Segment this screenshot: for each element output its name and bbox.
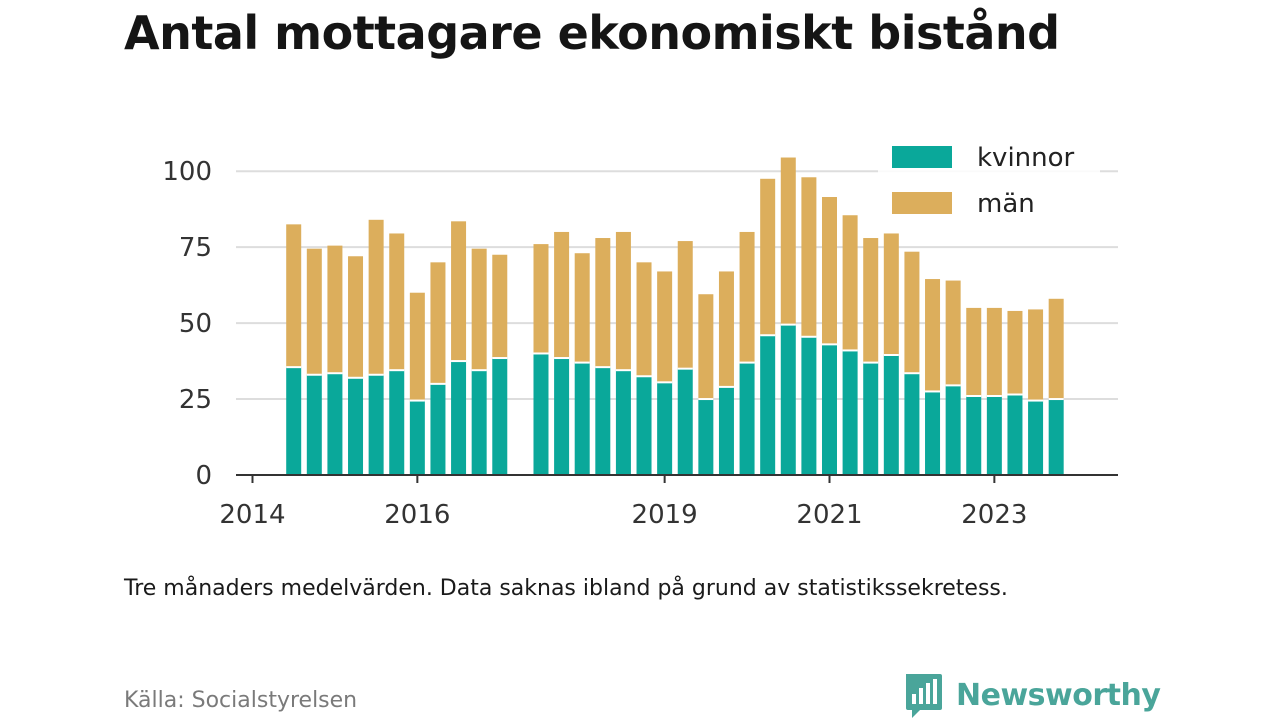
bar-kvinnor [739,362,755,475]
bar-kvinnor [554,358,570,475]
bar-man [842,215,858,351]
legend-label-man: män [977,189,1035,219]
chart-note: Tre månaders medelvärden. Data saknas ib… [124,576,1008,601]
bar-man [554,231,570,359]
legend-swatch-kvinnor [892,146,952,168]
bar-man [492,254,508,359]
bar-kvinnor [1007,394,1023,475]
bar-kvinnor [904,373,920,475]
bar-man [698,294,714,400]
brand-name: Newsworthy [956,677,1161,713]
bar-kvinnor [677,368,693,475]
bar-kvinnor [966,396,982,475]
bar-man [1048,298,1064,400]
bar-man [471,248,487,371]
bar-kvinnor [863,362,879,475]
bar-man [430,262,446,384]
bar-kvinnor [533,353,549,475]
bar-man [389,233,405,371]
chart-title: Antal mottagare ekonomiskt bistånd [124,6,1060,60]
brand-logo[interactable]: Newsworthy [902,670,1161,720]
bar-kvinnor [801,336,817,475]
bar-man [801,177,817,337]
bar-kvinnor [718,386,734,475]
bar-kvinnor [615,370,631,475]
bar-man [677,241,693,369]
bar-kvinnor [986,396,1002,475]
bar-kvinnor [327,373,343,475]
bar-man [657,271,673,383]
bar-man [883,233,899,355]
bar-kvinnor [657,382,673,475]
bar-kvinnor [389,370,405,475]
bar-kvinnor [306,374,322,475]
bar-man [533,244,549,354]
y-tick-label: 100 [162,157,212,187]
source-label: Källa: Socialstyrelsen [124,688,358,713]
bar-man [286,224,302,368]
bar-kvinnor [574,362,590,475]
bar-kvinnor [842,350,858,475]
bar-kvinnor [430,383,446,475]
bar-man [925,279,941,392]
bar-kvinnor [595,367,611,475]
legend-swatch-man [892,192,952,214]
bar-kvinnor [760,335,776,475]
bar-kvinnor [698,399,714,475]
bar-kvinnor [451,361,467,475]
x-tick-label: 2019 [632,500,698,530]
bar-kvinnor [368,374,384,475]
bar-kvinnor [945,385,961,475]
bar-kvinnor [409,400,425,475]
x-tick-label: 2023 [961,500,1027,530]
bar-man [327,245,343,374]
bar-man [986,307,1002,397]
bar-kvinnor [286,367,302,475]
bar-man [306,248,322,375]
bar-man [718,271,734,387]
bar-kvinnor [821,344,837,475]
bar-kvinnor [471,370,487,475]
bar-man [904,251,920,374]
bar-kvinnor [1028,400,1044,475]
bar-kvinnor [883,354,899,475]
bar-man [595,238,611,368]
y-tick-label: 0 [195,461,212,491]
bar-kvinnor [925,391,941,475]
bar-man [760,178,776,336]
y-tick-label: 25 [179,385,212,415]
x-tick-label: 2016 [384,500,450,530]
y-tick-label: 75 [179,233,212,263]
bar-man [780,157,796,325]
bar-man [368,219,384,375]
bar-man [574,253,590,363]
newsworthy-logo-icon [906,674,942,718]
bar-man [409,292,425,401]
legend-label-kvinnor: kvinnor [977,143,1075,173]
bar-kvinnor [492,358,508,475]
bar-kvinnor [636,376,652,475]
bar-man [821,197,837,345]
bar-man [739,231,755,363]
bar-man [966,307,982,397]
bar-man [945,280,961,386]
bar-kvinnor [348,377,364,475]
bar-man [451,221,467,362]
y-tick-label: 50 [179,309,212,339]
bar-kvinnor [1048,399,1064,475]
bar-man [1028,309,1044,401]
x-tick-label: 2021 [796,500,862,530]
x-tick-label: 2014 [219,500,285,530]
bar-man [636,262,652,377]
bar-man [1007,310,1023,395]
bar-man [863,238,879,363]
bar-man [615,231,631,371]
bar-man [348,256,364,378]
bar-kvinnor [780,324,796,475]
